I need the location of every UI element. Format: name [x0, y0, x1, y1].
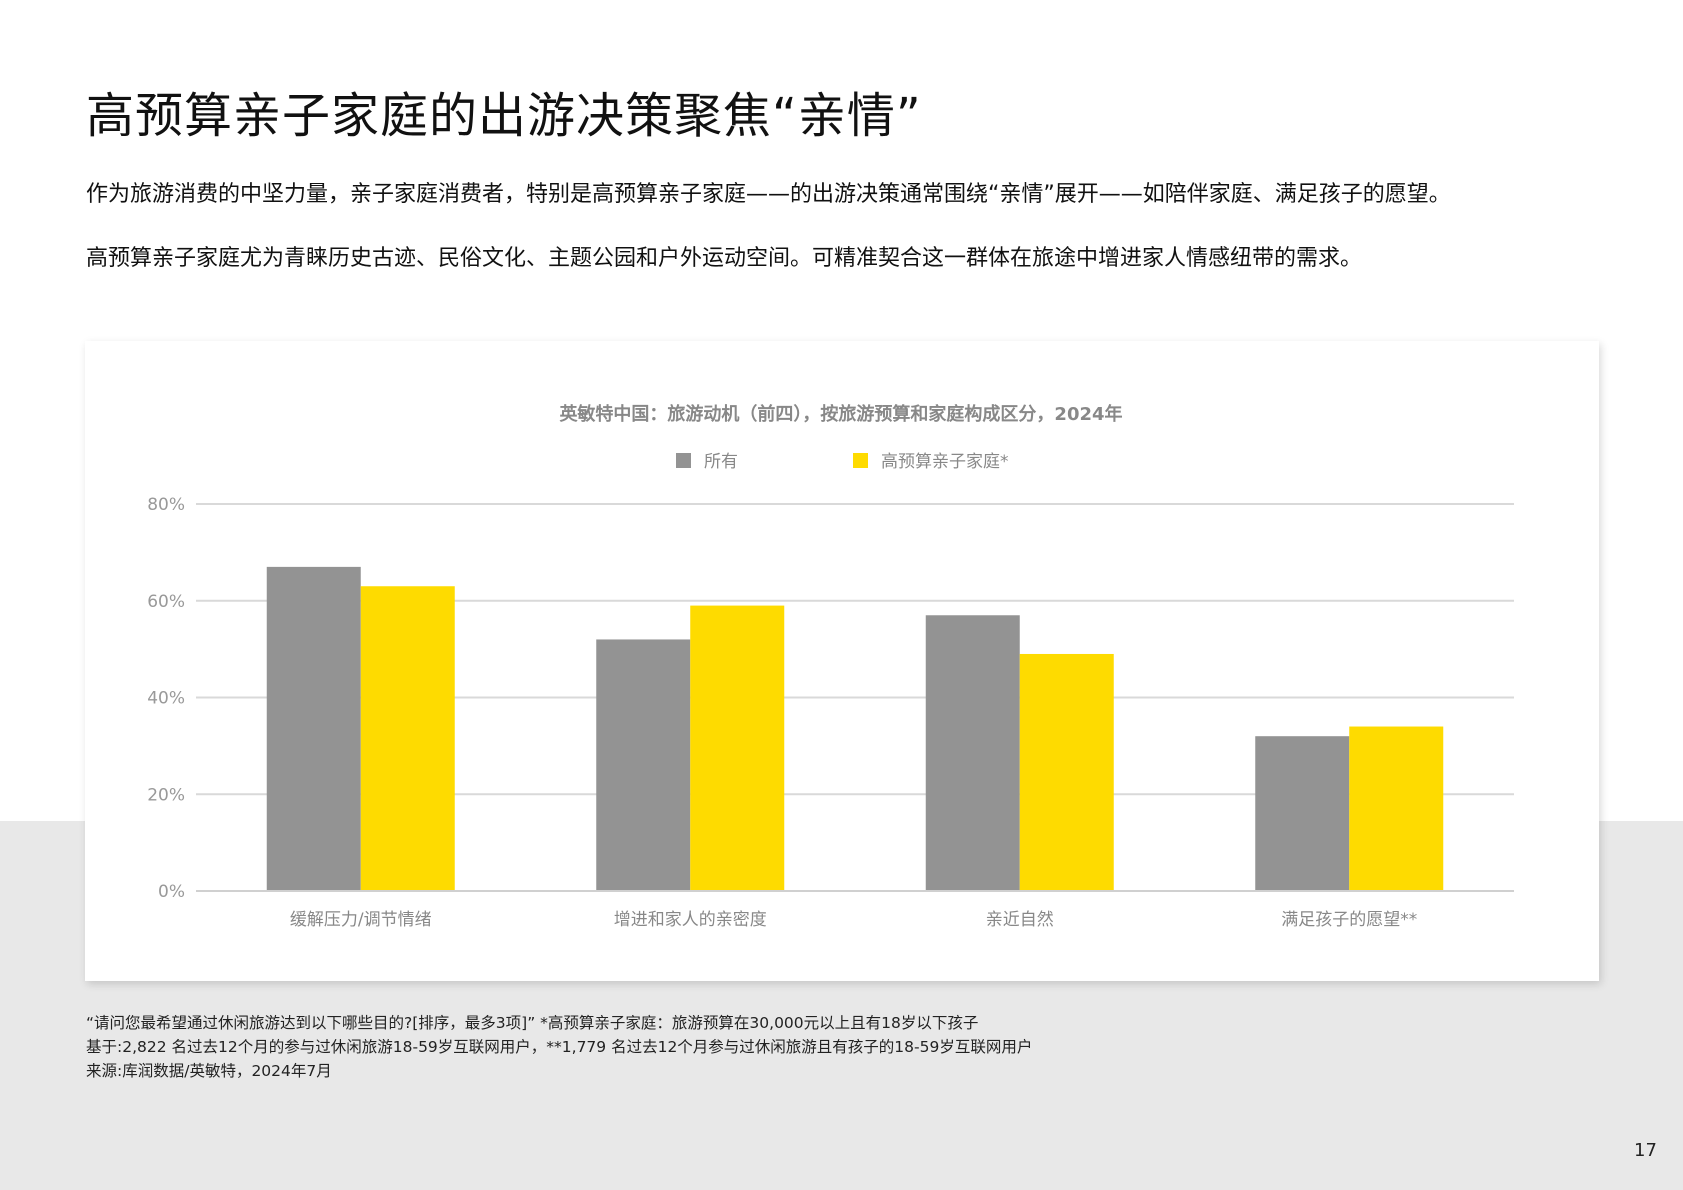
y-tick-label: 60% [147, 592, 185, 612]
footnote-source: 来源:库润数据/英敏特，2024年7月 [86, 1062, 332, 1080]
page-title: 高预算亲子家庭的出游决策聚焦“亲情” [86, 88, 922, 144]
x-tick-label: 满足孩子的愿望** [1281, 910, 1417, 930]
x-tick-label: 亲近自然 [986, 910, 1054, 930]
x-tick-label: 缓解压力/调节情绪 [290, 910, 432, 930]
bar-all [925, 615, 1020, 891]
y-tick-label: 80% [147, 495, 185, 515]
bar-high-budget-family [1019, 653, 1114, 891]
y-tick-label: 0% [158, 882, 185, 902]
bar-high-budget-family [360, 586, 455, 891]
bar-high-budget-family [690, 605, 785, 891]
intro-paragraph-1: 作为旅游消费的中坚力量，亲子家庭消费者，特别是高预算亲子家庭——的出游决策通常围… [86, 182, 1451, 207]
bar-all [266, 566, 361, 891]
intro-paragraph-2: 高预算亲子家庭尤为青睐历史古迹、民俗文化、主题公园和户外运动空间。可精准契合这一… [86, 246, 1363, 271]
legend-label: 所有 [704, 452, 738, 472]
y-tick-label: 40% [147, 689, 185, 709]
bar-all [596, 639, 691, 891]
legend-swatch [853, 453, 868, 468]
legend-swatch [676, 453, 691, 468]
chart-title: 英敏特中国：旅游动机（前四），按旅游预算和家庭构成区分，2024年 [558, 403, 1122, 425]
bar-high-budget-family [1349, 726, 1444, 891]
legend-label: 高预算亲子家庭* [881, 452, 1009, 472]
x-tick-label: 增进和家人的亲密度 [614, 910, 767, 930]
footnote-base: 基于:2,822 名过去12个月的参与过休闲旅游18-59岁互联网用户，**1,… [86, 1038, 1033, 1056]
bar-all [1255, 736, 1350, 891]
y-tick-label: 20% [147, 785, 185, 805]
page-number: 17 [1634, 1140, 1657, 1161]
footnote-question: “请问您最希望通过休闲旅游达到以下哪些目的?[排序，最多3项]” *高预算亲子家… [86, 1014, 979, 1032]
